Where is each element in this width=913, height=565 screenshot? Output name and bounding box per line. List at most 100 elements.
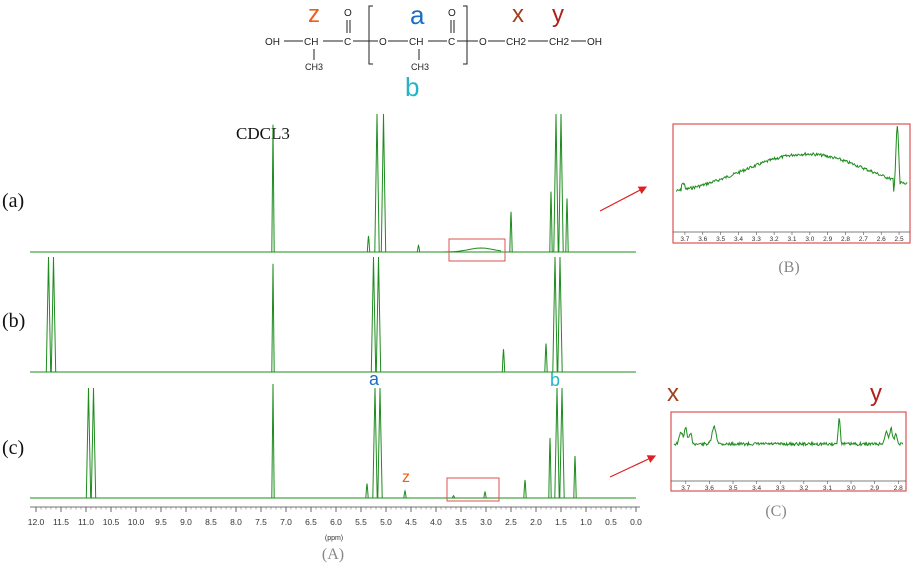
inset-b-tick-label: 3.5 <box>716 236 725 243</box>
atom-o-carbonyl-2: O <box>448 8 456 19</box>
atom-c-carbonyl-1: C <box>344 37 351 48</box>
inset-b-tick-label: 2.6 <box>877 236 886 243</box>
spectrum-peak <box>558 113 564 253</box>
cdcl3-label: CDCL3 <box>236 124 290 143</box>
inset-b-tick-label: 3.0 <box>805 236 814 243</box>
structure-label-b: b <box>405 72 419 102</box>
spectrum-peak <box>403 489 407 499</box>
ppm-tick-label: 3.0 <box>480 517 492 527</box>
ppm-tick-label: 2.0 <box>530 517 542 527</box>
inset-b-tick-label: 2.8 <box>841 236 850 243</box>
atom-oh-right: OH <box>587 37 602 48</box>
ppm-tick-label: 11.5 <box>53 517 69 527</box>
atom-ch2-x: CH2 <box>506 37 526 48</box>
zoom-box-a <box>448 238 506 262</box>
structure-label-a: a <box>410 0 425 30</box>
ppm-tick-label: 3.5 <box>455 517 467 527</box>
inset-b-trace <box>675 125 908 192</box>
spectrum-broad-hump <box>441 247 502 253</box>
ppm-tick-label: 10.5 <box>103 517 120 527</box>
spectrum-peak <box>552 256 558 373</box>
ppm-tick-label: 11.0 <box>78 517 94 527</box>
peak-label-a: a <box>369 369 380 389</box>
ppm-tick-label: 9.0 <box>180 517 192 527</box>
atom-ch-a: CH <box>409 37 423 48</box>
spectrum-peak <box>50 256 57 373</box>
inset-c-frame <box>670 411 907 492</box>
spectrum-peak <box>271 383 275 499</box>
atom-o-ester-1: O <box>379 37 387 48</box>
atom-o-ester-2: O <box>479 37 487 48</box>
spectrum-peak <box>45 256 52 373</box>
spectrum-peak <box>565 198 569 253</box>
inset-c-tick-label: 3.4 <box>752 485 761 492</box>
ppm-axis: 12.0 11.5 11.0 10.5 10.0 9.5 9.0 8.5 8.0 7.5 7.0 6.… <box>28 506 642 527</box>
ppm-tick-label: 0.5 <box>605 517 617 527</box>
spectrum-trace-1 <box>30 113 636 253</box>
trace-label-b: (b) <box>2 310 25 332</box>
inset-b-tick-label: 3.3 <box>752 236 761 243</box>
inset-c-label-y: y <box>870 380 882 407</box>
inset-c-tick-label: 3.5 <box>728 485 737 492</box>
spectrum-peak <box>380 113 387 253</box>
spectrum-peak <box>370 256 377 373</box>
spectrum-peak <box>554 387 560 499</box>
spectrum-trace-3 <box>30 383 636 499</box>
spectra-traces <box>30 113 636 499</box>
peak-label-z: z <box>402 469 410 486</box>
inset-b-tick-label: 2.7 <box>859 236 868 243</box>
spectrum-peak <box>372 387 378 499</box>
inset-c-tick-label: 3.3 <box>776 485 785 492</box>
spectrum-peak <box>366 235 371 253</box>
inset-b-tick-label: 3.6 <box>698 236 707 243</box>
spectrum-peak <box>573 455 577 499</box>
spectrum-peak <box>416 243 421 253</box>
inset-c-tick-label: 2.8 <box>894 485 903 492</box>
spectrum-peak <box>85 387 92 499</box>
inset-c-tick-label: 3.2 <box>799 485 808 492</box>
ppm-tick-label: 7.5 <box>255 517 267 527</box>
ppm-tick-label: 2.5 <box>505 517 517 527</box>
inset-b-tick-label: 2.5 <box>895 236 904 243</box>
arrow-to-inset-c <box>609 455 657 478</box>
spectrum-peak <box>483 490 487 499</box>
trace-label-a: (a) <box>2 190 24 212</box>
atom-ch2-y: CH2 <box>549 37 569 48</box>
inset-c-axis: 3.7 3.6 3.5 3.4 3.3 3.2 3.1 3.0 2.9 2.8 <box>681 481 903 492</box>
main-spectra-panel: CDCL3 (a) (b) (c) a b z 12.0 11.5 11.0 10.5… <box>2 113 642 563</box>
atom-o-carbonyl-1: O <box>344 8 352 19</box>
peak-label-b: b <box>550 370 560 390</box>
inset-c-trace <box>673 418 904 447</box>
ppm-tick-label: 6.0 <box>330 517 342 527</box>
spectrum-peak <box>271 263 275 373</box>
ppm-tick-label: 1.0 <box>580 517 592 527</box>
panel-label-c: (C) <box>765 503 786 520</box>
ppm-tick-label: 8.0 <box>230 517 242 527</box>
zoom-box-c <box>446 477 500 502</box>
ppm-tick-label: 8.5 <box>205 517 217 527</box>
inset-b-frame <box>672 123 911 244</box>
inset-b-axis: 3.7 3.6 3.5 3.4 3.3 3.2 3.1 3.0 2.9 2.8 2.7 2.6 2.5 <box>680 232 904 243</box>
chemical-structure: OH CH CH3 C O O CH CH3 C O O CH2 CH2 OH … <box>265 0 602 102</box>
axis-label-ppm: (ppm) <box>325 535 343 542</box>
inset-b-tick-label: 3.7 <box>680 236 689 243</box>
inset-b-tick-label: 3.2 <box>770 236 779 243</box>
spectrum-peak <box>557 256 563 373</box>
bracket-left <box>368 5 373 65</box>
spectrum-peak <box>549 191 553 253</box>
spectrum-peak <box>501 349 506 373</box>
ppm-tick-label: 4.0 <box>430 517 442 527</box>
inset-c-tick-label: 3.6 <box>705 485 714 492</box>
atom-ch3-z: CH3 <box>305 62 323 72</box>
spectrum-peak <box>375 256 382 373</box>
ppm-tick-label: 5.5 <box>355 517 367 527</box>
inset-c-tick-label: 3.1 <box>823 485 832 492</box>
spectrum-peak <box>548 437 552 499</box>
structure-label-x: x <box>512 1 524 28</box>
ppm-tick-label: 0.0 <box>630 517 642 527</box>
arrow-to-inset-b <box>599 186 648 212</box>
structure-label-z: z <box>308 1 320 28</box>
atom-ch3-b: CH3 <box>411 62 429 72</box>
spectrum-peak <box>365 483 369 499</box>
